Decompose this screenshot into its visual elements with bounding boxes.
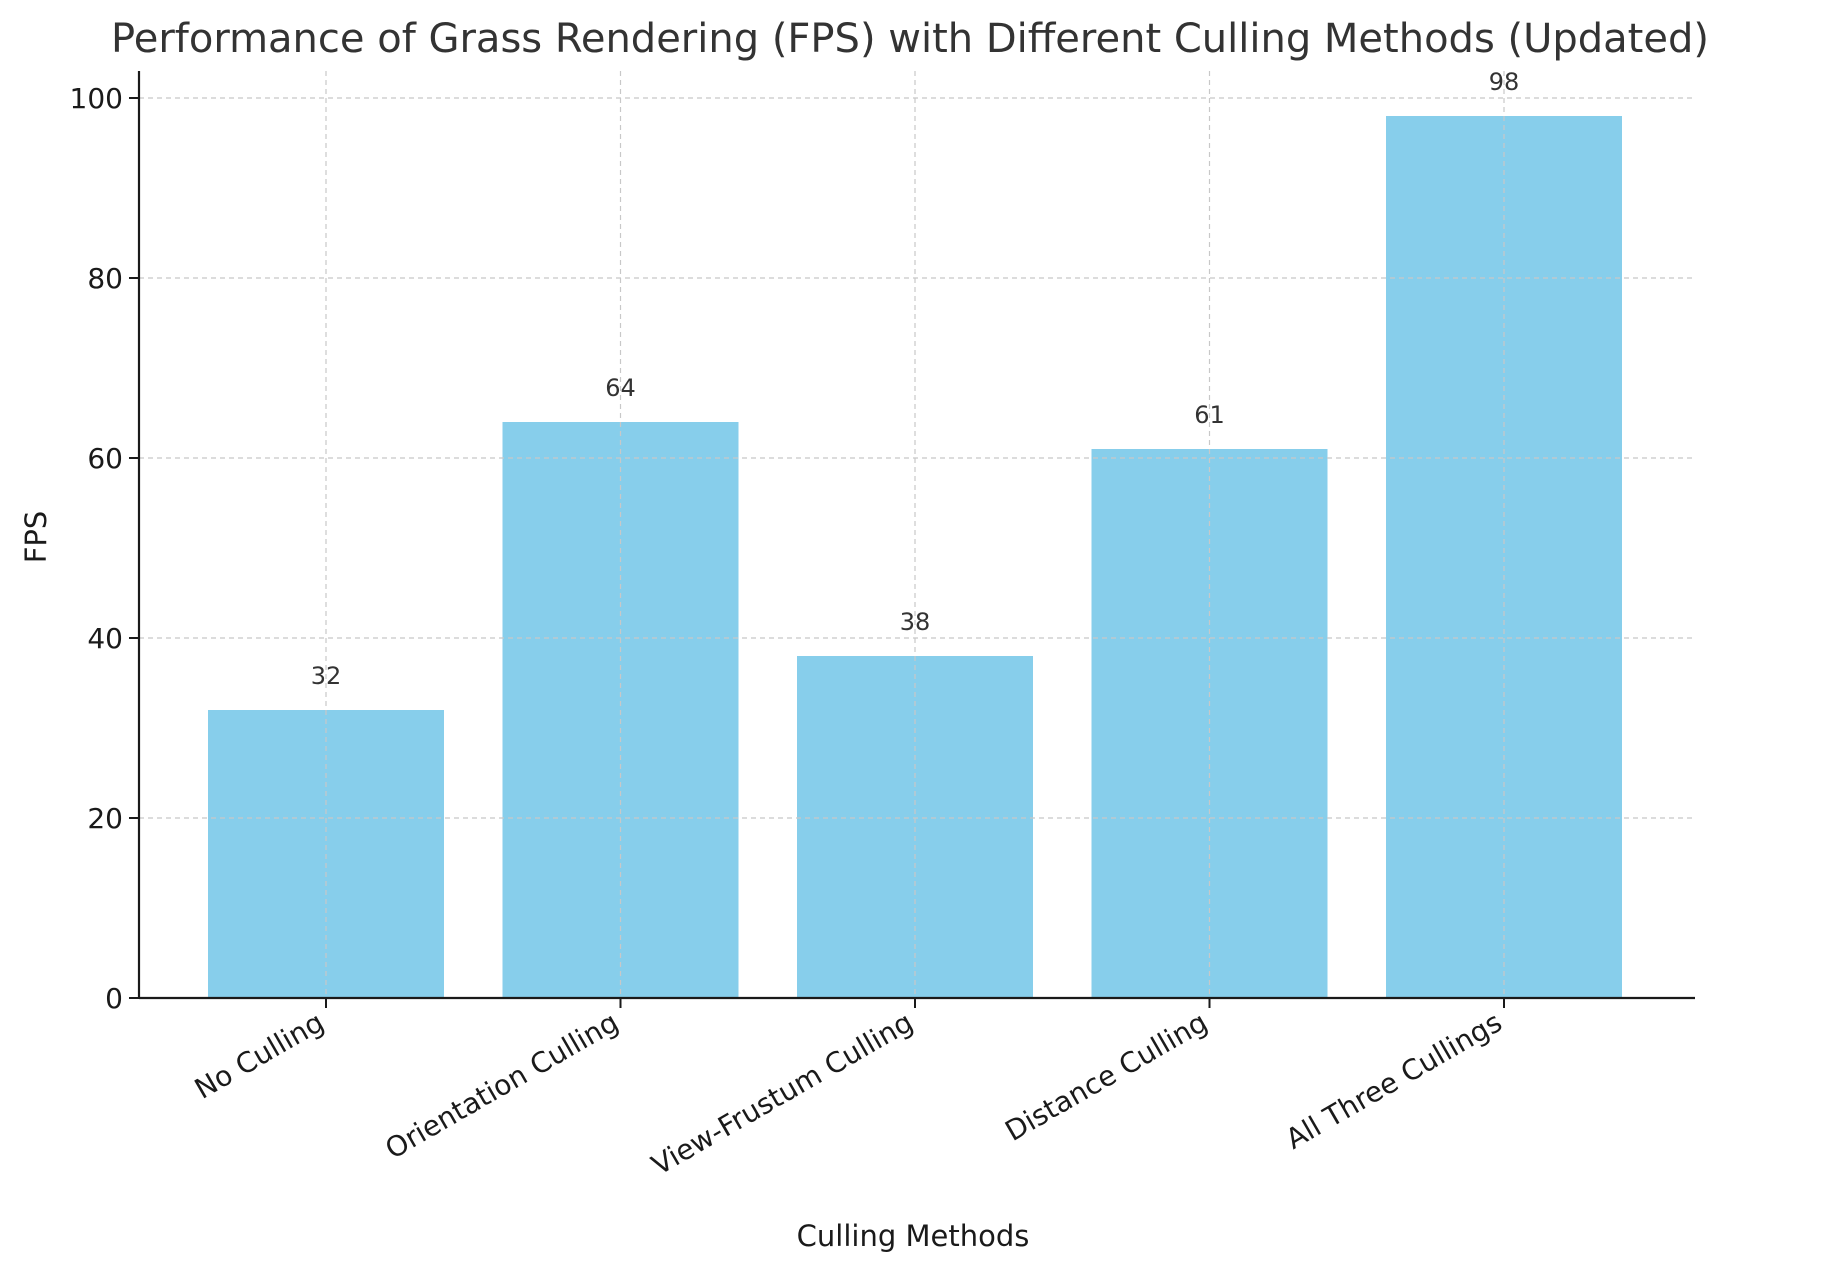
- data-labels: 32 64 38 61 98: [311, 68, 1520, 690]
- bar-value-label: 32: [311, 662, 342, 690]
- bar-value-label: 98: [1489, 68, 1520, 96]
- y-tick-label: 20: [87, 802, 123, 835]
- y-tick-label: 40: [87, 622, 123, 655]
- bar-value-label: 38: [900, 608, 931, 636]
- y-tick-label: 100: [70, 82, 123, 115]
- x-axis-ticks: No Culling Orientation Culling View-Frustu…: [189, 998, 1508, 1182]
- x-tick-label: Orientation Culling: [380, 1005, 624, 1165]
- y-axis-label: FPS: [19, 511, 53, 564]
- axes: [137, 71, 1695, 1000]
- y-axis-ticks: 0 20 40 60 80 100: [70, 82, 139, 1015]
- y-tick-label: 80: [87, 262, 123, 295]
- bar-value-label: 64: [605, 374, 636, 402]
- bar-value-label: 61: [1194, 401, 1225, 429]
- x-tick-label: Distance Culling: [999, 1005, 1213, 1147]
- y-tick-label: 0: [105, 982, 123, 1015]
- chart-title: Performance of Grass Rendering (FPS) wit…: [111, 16, 1709, 62]
- y-tick-label: 60: [87, 442, 123, 475]
- x-tick-label: No Culling: [189, 1005, 329, 1105]
- x-tick-label: View-Frustum Culling: [646, 1005, 918, 1181]
- x-tick-label: All Three Cullings: [1280, 1005, 1507, 1155]
- x-axis-label: Culling Methods: [797, 1219, 1030, 1253]
